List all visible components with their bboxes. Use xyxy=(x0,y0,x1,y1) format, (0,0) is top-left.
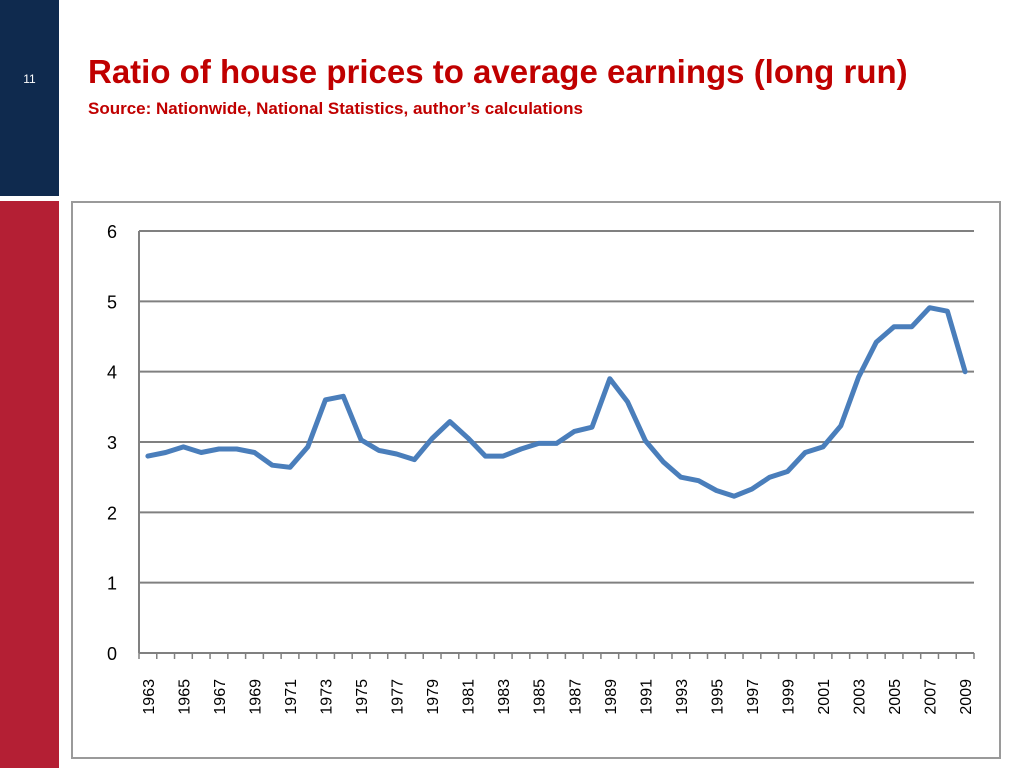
data-point xyxy=(732,494,737,499)
data-point xyxy=(465,435,470,440)
data-point xyxy=(483,454,488,459)
data-point xyxy=(820,444,825,449)
x-tick-label: 1985 xyxy=(532,679,549,715)
x-tick-label: 1973 xyxy=(319,679,336,715)
y-tick-label: 0 xyxy=(107,644,117,664)
data-point xyxy=(661,459,666,464)
x-tick-label: 1997 xyxy=(745,679,762,715)
data-point xyxy=(963,369,968,374)
x-tick-label: 1963 xyxy=(141,679,158,715)
data-point xyxy=(767,475,772,480)
series-line xyxy=(145,305,968,499)
data-point xyxy=(927,305,932,310)
data-point xyxy=(376,448,381,453)
data-point xyxy=(909,324,914,329)
data-point xyxy=(216,447,221,452)
y-tick-label: 3 xyxy=(107,433,117,453)
data-point xyxy=(749,487,754,492)
y-tick-label: 2 xyxy=(107,503,117,523)
x-tick-label: 1969 xyxy=(247,679,264,715)
x-tick-label: 1971 xyxy=(283,679,300,715)
x-tick-label: 2007 xyxy=(923,679,940,715)
x-tick-label: 2001 xyxy=(816,679,833,715)
data-point xyxy=(607,376,612,381)
slide-subtitle: Source: Nationwide, National Statistics,… xyxy=(88,99,583,118)
data-point xyxy=(501,454,506,459)
data-point xyxy=(803,450,808,455)
data-point xyxy=(945,309,950,314)
sidebar-bottom-band xyxy=(0,201,59,768)
data-point xyxy=(643,438,648,443)
x-tick-label: 1975 xyxy=(354,679,371,715)
data-point xyxy=(181,444,186,449)
y-tick-label: 6 xyxy=(107,222,117,242)
x-tick-label: 2009 xyxy=(958,679,975,715)
x-tick-label: 1965 xyxy=(176,679,193,715)
data-point xyxy=(234,447,239,452)
x-tick-label: 1967 xyxy=(212,679,229,715)
x-tick-label: 1995 xyxy=(709,679,726,715)
slide-title: Ratio of house prices to average earning… xyxy=(88,53,908,90)
y-tick-label: 1 xyxy=(107,574,117,594)
data-point xyxy=(785,469,790,474)
x-tick-label: 1977 xyxy=(390,679,407,715)
x-tick-label: 2005 xyxy=(887,679,904,715)
slide-number: 11 xyxy=(23,72,36,86)
data-point xyxy=(625,399,630,404)
y-tick-label: 4 xyxy=(107,363,117,383)
data-point xyxy=(536,441,541,446)
data-point xyxy=(554,441,559,446)
data-point xyxy=(447,419,452,424)
data-point xyxy=(678,475,683,480)
data-point xyxy=(892,324,897,329)
x-tick-label: 1993 xyxy=(674,679,691,715)
data-point xyxy=(270,463,275,468)
x-tick-label: 1991 xyxy=(638,679,655,715)
data-point xyxy=(838,423,843,428)
data-point xyxy=(874,340,879,345)
sidebar-top-band xyxy=(0,0,59,196)
x-tick-label: 2003 xyxy=(852,679,869,715)
data-point xyxy=(430,436,435,441)
data-point xyxy=(288,465,293,470)
data-point xyxy=(252,450,257,455)
data-point xyxy=(518,447,523,452)
x-tick-label: 1981 xyxy=(461,679,478,715)
line-chart: 0 1 2 3 4 5 6 1963 1965 1967 1969 1971 1973 1975 1977 1… xyxy=(107,222,975,715)
data-point xyxy=(696,478,701,483)
data-point xyxy=(145,454,150,459)
x-tick-label: 1999 xyxy=(780,679,797,715)
data-point xyxy=(590,425,595,430)
data-point xyxy=(359,437,364,442)
chart-frame: 0 1 2 3 4 5 6 1963 1965 1967 1969 1971 1973 1975 1977 1… xyxy=(71,201,1001,759)
x-tick-label: 1979 xyxy=(425,679,442,715)
data-point xyxy=(305,444,310,449)
data-point xyxy=(714,488,719,493)
data-point xyxy=(199,450,204,455)
x-tick-label: 1983 xyxy=(496,679,513,715)
data-point xyxy=(856,375,861,380)
x-tick-label: 1989 xyxy=(603,679,620,715)
data-point xyxy=(394,451,399,456)
data-point xyxy=(163,450,168,455)
data-point xyxy=(572,429,577,434)
x-tick-label: 1987 xyxy=(567,679,584,715)
data-point xyxy=(341,394,346,399)
y-tick-label: 5 xyxy=(107,292,117,312)
data-point xyxy=(323,397,328,402)
data-point xyxy=(412,457,417,462)
